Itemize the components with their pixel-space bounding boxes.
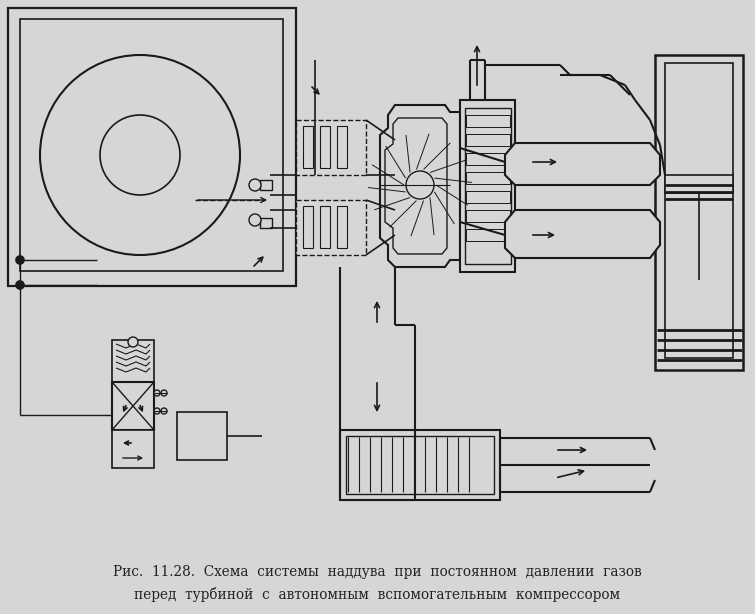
Circle shape <box>161 408 167 414</box>
Bar <box>340 430 500 500</box>
Bar <box>177 412 227 460</box>
Bar <box>337 206 347 248</box>
Bar <box>112 340 154 382</box>
Bar <box>8 8 296 286</box>
Text: Рис.  11.28.  Схема  системы  наддува  при  постоянном  давлении  газов: Рис. 11.28. Схема системы наддува при по… <box>112 565 642 579</box>
Bar <box>460 100 515 272</box>
Bar <box>465 108 511 264</box>
Polygon shape <box>385 118 447 254</box>
Bar <box>466 191 510 203</box>
Bar <box>466 229 510 241</box>
Bar <box>260 180 272 190</box>
Bar <box>296 120 366 175</box>
Bar <box>303 206 313 248</box>
Bar <box>665 175 733 193</box>
Circle shape <box>161 390 167 396</box>
Bar <box>20 19 283 271</box>
Bar <box>112 382 154 430</box>
Bar <box>466 153 510 165</box>
Bar <box>655 55 743 370</box>
Bar <box>346 436 494 494</box>
Text: перед  турбиной  с  автономным  вспомогательным  компрессором: перед турбиной с автономным вспомогатель… <box>134 586 620 602</box>
Bar <box>320 206 330 248</box>
Circle shape <box>100 115 180 195</box>
Bar <box>112 430 154 468</box>
Polygon shape <box>380 105 460 267</box>
Bar <box>260 218 272 228</box>
Circle shape <box>406 171 434 199</box>
Circle shape <box>249 214 261 226</box>
Circle shape <box>154 408 160 414</box>
Bar <box>466 115 510 127</box>
Bar <box>466 210 510 222</box>
Circle shape <box>128 337 138 347</box>
Bar <box>337 126 347 168</box>
Bar <box>296 200 366 255</box>
Circle shape <box>249 179 261 191</box>
Bar <box>320 126 330 168</box>
Circle shape <box>16 256 24 264</box>
Polygon shape <box>505 143 660 185</box>
Bar <box>665 63 733 358</box>
Circle shape <box>40 55 240 255</box>
Circle shape <box>16 281 24 289</box>
Bar <box>303 126 313 168</box>
Bar <box>466 134 510 146</box>
Bar <box>466 172 510 184</box>
Polygon shape <box>505 210 660 258</box>
Circle shape <box>154 390 160 396</box>
